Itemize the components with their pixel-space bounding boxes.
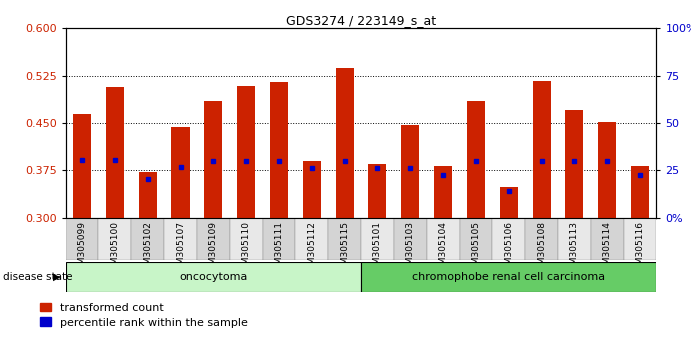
Bar (401, 125, 419, 218)
Bar (303, 161, 321, 218)
Bar (66, 262, 361, 292)
Bar (368, 164, 386, 218)
Title: GDS3274 / 223149_s_at: GDS3274 / 223149_s_at (286, 14, 436, 27)
Text: ▶: ▶ (53, 272, 61, 282)
Text: GSM305110: GSM305110 (242, 221, 251, 276)
Text: GSM305115: GSM305115 (340, 221, 349, 276)
Bar (565, 110, 583, 218)
Text: GSM305106: GSM305106 (504, 221, 513, 276)
Bar (525, 218, 558, 260)
Text: GSM305113: GSM305113 (570, 221, 579, 276)
Bar (467, 101, 485, 218)
Bar (131, 218, 164, 260)
Bar (336, 68, 354, 218)
Bar (197, 218, 229, 260)
Bar (460, 218, 492, 260)
Text: GSM305104: GSM305104 (439, 221, 448, 276)
Bar (270, 82, 288, 218)
Text: disease state: disease state (3, 272, 73, 282)
Bar (237, 86, 255, 218)
Bar (394, 218, 426, 260)
Bar (66, 218, 98, 260)
Text: oncocytoma: oncocytoma (179, 272, 247, 282)
Text: GSM305109: GSM305109 (209, 221, 218, 276)
Text: GSM305101: GSM305101 (373, 221, 382, 276)
Bar (205, 101, 223, 218)
Bar (171, 127, 189, 218)
Text: GSM305114: GSM305114 (603, 221, 612, 276)
Bar (500, 187, 518, 218)
Text: GSM305102: GSM305102 (143, 221, 152, 276)
Bar (591, 218, 623, 260)
Bar (558, 218, 591, 260)
Text: GSM305111: GSM305111 (274, 221, 283, 276)
Bar (533, 81, 551, 218)
Bar (295, 218, 328, 260)
Bar (631, 166, 649, 218)
Bar (492, 218, 525, 260)
Bar (434, 166, 452, 218)
Text: GSM305116: GSM305116 (636, 221, 645, 276)
Text: GSM305107: GSM305107 (176, 221, 185, 276)
Text: GSM305112: GSM305112 (307, 221, 316, 276)
Text: GSM305100: GSM305100 (111, 221, 120, 276)
Bar (623, 218, 656, 260)
Legend: transformed count, percentile rank within the sample: transformed count, percentile rank withi… (40, 303, 248, 327)
Bar (361, 218, 394, 260)
Text: GSM305103: GSM305103 (406, 221, 415, 276)
Bar (73, 114, 91, 218)
Bar (598, 122, 616, 218)
Bar (98, 218, 131, 260)
Bar (106, 87, 124, 218)
Text: GSM305105: GSM305105 (471, 221, 480, 276)
Text: GSM305108: GSM305108 (537, 221, 546, 276)
Bar (263, 218, 295, 260)
Bar (229, 218, 263, 260)
Text: chromophobe renal cell carcinoma: chromophobe renal cell carcinoma (413, 272, 605, 282)
Bar (328, 218, 361, 260)
Bar (426, 218, 460, 260)
Bar (139, 172, 157, 218)
Bar (164, 218, 197, 260)
Text: GSM305099: GSM305099 (77, 221, 86, 276)
Bar (361, 262, 656, 292)
